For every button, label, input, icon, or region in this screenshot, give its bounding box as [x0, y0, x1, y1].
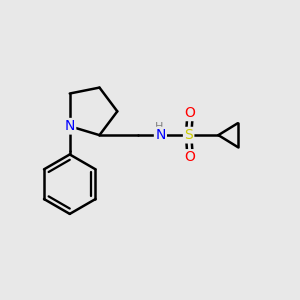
- Text: N: N: [155, 128, 166, 142]
- Text: S: S: [184, 128, 193, 142]
- Text: O: O: [185, 150, 196, 164]
- Text: N: N: [64, 119, 75, 133]
- Text: H: H: [155, 122, 163, 132]
- Text: O: O: [185, 106, 196, 120]
